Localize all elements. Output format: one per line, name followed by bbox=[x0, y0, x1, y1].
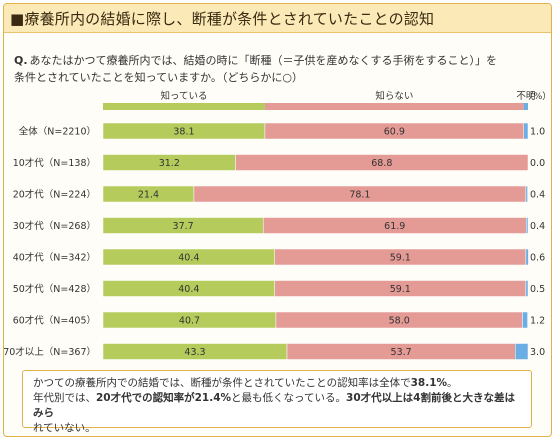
title-bar: ■療養所内の結婚に際し、断種が条件とされていたことの認知 bbox=[4, 4, 551, 33]
bar-segment-1 bbox=[235, 154, 529, 171]
legend-swatch-1 bbox=[264, 103, 524, 110]
bar-segment-2 bbox=[525, 185, 528, 203]
data-label-1: 53.7 bbox=[391, 347, 412, 358]
data-label-1: 78.1 bbox=[349, 190, 370, 201]
data-label-0: 40.7 bbox=[179, 316, 200, 327]
data-label-2: 0.5 bbox=[530, 284, 545, 295]
bar-segment-2 bbox=[522, 311, 528, 329]
question-text: Q. あなたはかつて療養所内では、結婚の時に「断種（＝子供を産めなくする手術をする… bbox=[14, 52, 544, 86]
data-label-0: 43.3 bbox=[184, 347, 205, 358]
note-text: と最も低くなっている。 bbox=[231, 392, 347, 404]
legend-swatch-2 bbox=[523, 103, 528, 110]
category-label: 40才代（N=342） bbox=[13, 252, 96, 264]
data-label-2: 0.4 bbox=[530, 190, 545, 201]
note-text: かつての療養所内での結婚では、断種が条件とされていたことの認知率は全体で bbox=[33, 377, 411, 389]
category-label: 全体（N=2210） bbox=[19, 126, 96, 138]
question-prefix: Q. bbox=[14, 54, 28, 67]
data-label-2: 3.0 bbox=[530, 347, 545, 358]
note-text: 。 bbox=[447, 377, 458, 389]
note-line-3: れていない。 bbox=[33, 422, 96, 434]
data-label-1: 68.8 bbox=[371, 158, 392, 169]
category-label: 70才以上（N=367） bbox=[3, 346, 96, 358]
bar-segment-2 bbox=[525, 248, 529, 266]
legend-label-2: 不明 bbox=[516, 91, 535, 102]
data-label-0: 31.2 bbox=[159, 158, 180, 169]
data-label-2: 0.0 bbox=[530, 158, 545, 169]
percent-unit-label: （%） bbox=[525, 91, 552, 102]
category-label: 30才代（N=268） bbox=[13, 220, 96, 232]
data-label-1: 58.0 bbox=[389, 316, 410, 327]
summary-note: かつての療養所内での結婚では、断種が条件とされていたことの認知率は全体で38.1… bbox=[22, 370, 532, 434]
note-line-1: かつての療養所内での結婚では、断種が条件とされていたことの認知率は全体で38.1… bbox=[33, 376, 521, 391]
bar-segment-2 bbox=[526, 217, 529, 234]
data-label-2: 1.2 bbox=[530, 316, 545, 327]
data-label-2: 0.6 bbox=[530, 253, 545, 264]
data-label-2: 0.4 bbox=[530, 221, 545, 232]
data-label-0: 38.1 bbox=[173, 127, 194, 138]
data-label-1: 60.9 bbox=[384, 127, 405, 138]
question-line-2: 条件とされていたことを知っていますか。（どちらかに○） bbox=[14, 71, 303, 84]
question-line-1: Q. あなたはかつて療養所内では、結婚の時に「断種（＝子供を産めなくする手術をする… bbox=[14, 52, 544, 69]
legend-label-0: 知っている bbox=[160, 90, 207, 102]
data-label-1: 61.9 bbox=[384, 221, 405, 232]
legend-label-1: 知らない bbox=[375, 90, 413, 102]
note-text: 年代別では、 bbox=[33, 392, 96, 404]
data-label-0: 21.4 bbox=[138, 190, 159, 201]
legend-swatch-0 bbox=[103, 103, 265, 110]
note-emphasis: 30才代以上は4割前後と大きな差はみら bbox=[33, 392, 515, 419]
note-line-2: 年代別では、20才代での認知率が21.4%と最も低くなっている。30才代以上は4… bbox=[33, 391, 521, 421]
data-label-2: 1.0 bbox=[530, 127, 545, 138]
category-label: 20才代（N=224） bbox=[13, 189, 96, 201]
bar-segment-2 bbox=[525, 280, 529, 297]
data-label-0: 37.7 bbox=[173, 221, 194, 232]
figure-title: ■療養所内の結婚に際し、断種が条件とされていたことの認知 bbox=[10, 10, 435, 28]
category-label: 60才代（N=405） bbox=[13, 315, 96, 327]
stacked-bar-chart: 知っている 知らない 不明（%） 全体（N=2210） 38.1 60.9 1.0 10才代（… bbox=[3, 90, 552, 360]
data-label-0: 40.4 bbox=[178, 284, 199, 295]
data-label-1: 59.1 bbox=[390, 253, 411, 264]
category-label: 10才代（N=138） bbox=[13, 157, 96, 169]
data-label-0: 40.4 bbox=[178, 253, 199, 264]
category-label: 50才代（N=428） bbox=[13, 283, 96, 295]
note-emphasis: 20才代での認知率が21.4% bbox=[96, 392, 232, 404]
note-emphasis: 38.1% bbox=[410, 377, 448, 389]
data-label-1: 59.1 bbox=[390, 284, 411, 295]
bar-segment-2 bbox=[523, 122, 529, 140]
question-line-1-text: あなたはかつて療養所内では、結婚の時に「断種（＝子供を産めなくする手術をすること… bbox=[29, 54, 498, 67]
bar-segment-2 bbox=[515, 343, 529, 360]
